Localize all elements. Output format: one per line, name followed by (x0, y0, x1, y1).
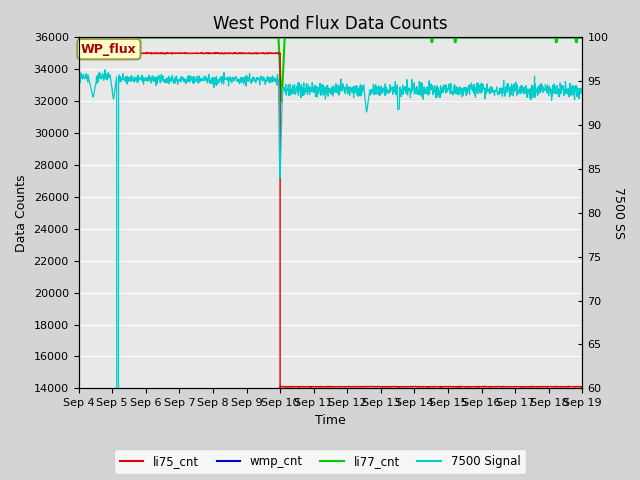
Legend: li75_cnt, wmp_cnt, li77_cnt, 7500 Signal: li75_cnt, wmp_cnt, li77_cnt, 7500 Signal (114, 449, 526, 474)
Title: West Pond Flux Data Counts: West Pond Flux Data Counts (213, 15, 448, 33)
Text: WP_flux: WP_flux (81, 43, 137, 56)
Y-axis label: 7500 SS: 7500 SS (612, 187, 625, 239)
X-axis label: Time: Time (315, 414, 346, 427)
Y-axis label: Data Counts: Data Counts (15, 174, 28, 252)
